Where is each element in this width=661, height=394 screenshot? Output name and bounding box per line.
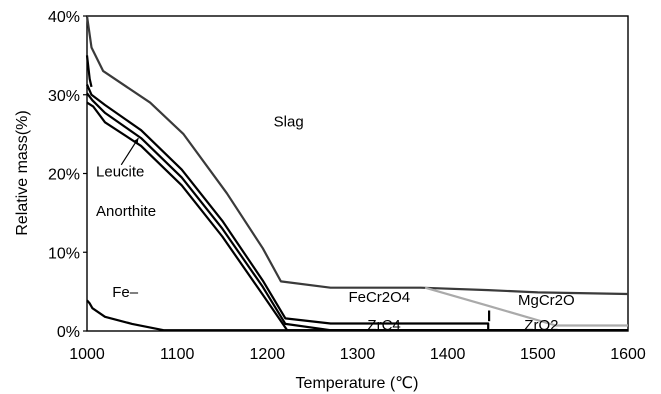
x-tick-label: 1000: [69, 346, 105, 363]
y-axis-label: Relative mass(%): [14, 110, 31, 235]
y-tick-label: 10%: [48, 245, 80, 262]
region-label: Fe–: [112, 284, 139, 301]
x-tick-label: 1600: [610, 346, 646, 363]
series-line-4: [86, 101, 628, 332]
x-tick-label: 1100: [160, 346, 195, 363]
x-axis-label: Temperature (℃): [296, 375, 419, 392]
y-tick-label: 20%: [48, 167, 80, 184]
region-label: Leucite: [96, 164, 144, 181]
annotation-layer: Slag Leucite Anorthite Fe– FeCr2O4 MgCr2O ZrC4…: [96, 113, 575, 334]
region-label: ZrO2: [524, 317, 558, 334]
region-label: Slag: [274, 113, 304, 130]
tick-layer: 1000 1100 1200 1300 1400 1500 1600 0% 10% 20% 30% 4…: [48, 9, 646, 363]
x-tick-label: 1300: [340, 346, 376, 363]
region-label: ZrC4: [367, 317, 400, 334]
series-line-3: [86, 92, 628, 332]
y-tick-label: 40%: [48, 9, 80, 26]
region-label: Anorthite: [96, 203, 156, 220]
x-tick-label: 1500: [520, 346, 556, 363]
series-line-5: [86, 299, 628, 332]
region-label: MgCr2O: [518, 292, 575, 309]
region-label: FeCr2O4: [348, 289, 410, 306]
series-line-1: [424, 286, 628, 327]
series-line-2: [85, 84, 628, 332]
x-tick-label: 1400: [430, 346, 466, 363]
y-tick-label: 0%: [57, 324, 80, 341]
series-line-6: [85, 55, 93, 88]
x-tick-label: 1200: [250, 346, 286, 363]
y-tick-label: 30%: [48, 88, 80, 105]
series-line-0: [85, 15, 629, 296]
arrow-head: [133, 138, 139, 145]
series-layer: [85, 15, 629, 332]
